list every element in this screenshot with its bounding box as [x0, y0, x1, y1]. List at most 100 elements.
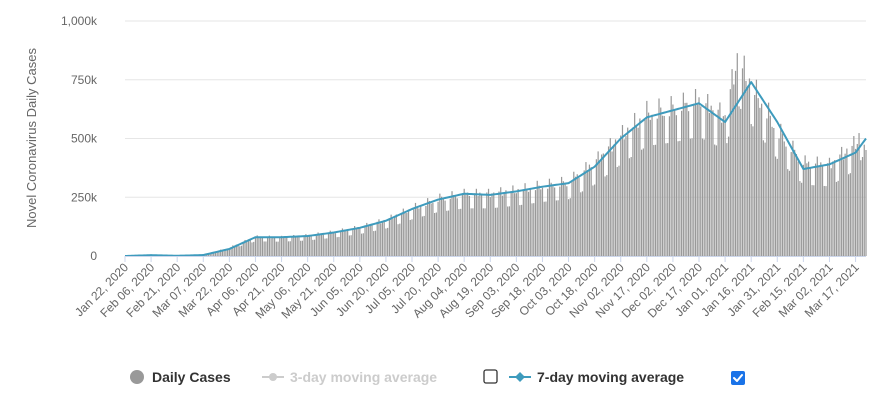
daily-cases-bar[interactable]: [656, 118, 658, 256]
daily-cases-bar[interactable]: [681, 110, 683, 256]
daily-cases-bar[interactable]: [301, 240, 304, 256]
daily-cases-bar[interactable]: [319, 233, 321, 256]
daily-cases-bar[interactable]: [601, 154, 603, 256]
daily-cases-bar[interactable]: [453, 194, 455, 256]
daily-cases-bar[interactable]: [698, 97, 700, 256]
daily-cases-bar[interactable]: [334, 233, 337, 256]
daily-cases-bar[interactable]: [411, 219, 413, 256]
daily-cases-bar[interactable]: [550, 182, 552, 256]
daily-cases-bar[interactable]: [216, 252, 218, 256]
daily-cases-bar[interactable]: [745, 80, 747, 256]
daily-cases-bar[interactable]: [308, 236, 310, 256]
daily-cases-bar[interactable]: [861, 157, 864, 256]
daily-cases-bar[interactable]: [442, 198, 444, 256]
daily-cases-bar[interactable]: [734, 70, 737, 256]
daily-cases-bar[interactable]: [543, 201, 545, 256]
daily-cases-bar[interactable]: [529, 188, 531, 256]
daily-cases-bar[interactable]: [230, 247, 232, 256]
daily-cases-bar[interactable]: [465, 194, 467, 256]
daily-cases-bar[interactable]: [240, 245, 243, 256]
daily-cases-bar[interactable]: [634, 112, 636, 257]
daily-cases-bar[interactable]: [265, 241, 267, 256]
daily-cases-bar[interactable]: [821, 165, 824, 256]
daily-cases-bar[interactable]: [668, 116, 671, 257]
daily-cases-bar[interactable]: [336, 237, 338, 256]
daily-cases-bar[interactable]: [832, 161, 834, 256]
daily-cases-bar[interactable]: [781, 133, 784, 256]
daily-cases-bar[interactable]: [587, 170, 589, 256]
daily-cases-bar[interactable]: [806, 163, 808, 256]
daily-cases-bar[interactable]: [846, 148, 848, 256]
daily-cases-bar[interactable]: [797, 161, 799, 256]
daily-cases-bar[interactable]: [273, 236, 276, 256]
daily-cases-bar[interactable]: [773, 128, 775, 256]
daily-cases-bar[interactable]: [710, 105, 712, 257]
daily-cases-bar[interactable]: [272, 237, 274, 256]
daily-cases-bar[interactable]: [540, 189, 542, 256]
daily-cases-bar[interactable]: [639, 118, 641, 256]
daily-cases-bar[interactable]: [263, 241, 265, 256]
daily-cases-bar[interactable]: [731, 69, 733, 256]
daily-cases-bar[interactable]: [729, 89, 731, 256]
daily-cases-bar[interactable]: [799, 181, 801, 256]
daily-cases-bar[interactable]: [491, 193, 493, 256]
daily-cases-bar[interactable]: [407, 209, 410, 256]
daily-cases-bar[interactable]: [834, 160, 836, 256]
daily-cases-bar[interactable]: [580, 192, 582, 256]
daily-cases-bar[interactable]: [437, 201, 439, 256]
daily-cases-bar[interactable]: [373, 231, 375, 256]
daily-cases-bar[interactable]: [526, 189, 528, 257]
daily-cases-bar[interactable]: [507, 206, 509, 256]
daily-cases-bar[interactable]: [679, 140, 681, 256]
daily-cases-bar[interactable]: [602, 153, 604, 256]
daily-cases-bar[interactable]: [585, 162, 587, 256]
daily-cases-bar[interactable]: [788, 170, 791, 256]
daily-cases-bar[interactable]: [258, 237, 260, 256]
daily-cases-bar[interactable]: [687, 111, 690, 257]
daily-cases-bar[interactable]: [416, 206, 418, 256]
daily-cases-bar[interactable]: [724, 115, 726, 257]
daily-cases-bar[interactable]: [354, 226, 356, 256]
daily-cases-bar[interactable]: [444, 200, 446, 256]
daily-cases-bar[interactable]: [359, 227, 361, 256]
daily-cases-bar[interactable]: [599, 162, 601, 256]
daily-cases-bar[interactable]: [428, 201, 431, 256]
daily-cases-bar[interactable]: [221, 249, 224, 256]
daily-cases-bar[interactable]: [853, 136, 855, 256]
daily-cases-bar[interactable]: [432, 202, 434, 256]
daily-cases-bar[interactable]: [576, 174, 578, 256]
daily-cases-bar[interactable]: [406, 212, 408, 256]
daily-cases-bar[interactable]: [291, 237, 293, 256]
daily-cases-bar[interactable]: [552, 186, 554, 256]
daily-cases-bar[interactable]: [569, 198, 571, 256]
daily-cases-bar[interactable]: [562, 181, 564, 256]
daily-cases-bar[interactable]: [571, 181, 573, 256]
daily-cases-bar[interactable]: [235, 244, 237, 256]
daily-cases-bar[interactable]: [790, 152, 792, 256]
daily-cases-bar[interactable]: [519, 205, 521, 256]
daily-cases-bar[interactable]: [733, 84, 735, 256]
daily-cases-bar[interactable]: [752, 126, 754, 256]
daily-cases-bar[interactable]: [641, 149, 643, 256]
daily-cases-bar[interactable]: [475, 188, 477, 256]
daily-cases-bar[interactable]: [381, 221, 384, 256]
daily-cases-bar[interactable]: [312, 239, 314, 256]
daily-cases-bar[interactable]: [614, 139, 617, 256]
daily-cases-bar[interactable]: [761, 103, 763, 256]
daily-cases-bar[interactable]: [804, 155, 806, 256]
daily-cases-bar[interactable]: [707, 94, 709, 256]
daily-cases-bar[interactable]: [830, 168, 832, 256]
daily-cases-bar[interactable]: [489, 197, 491, 256]
daily-cases-bar[interactable]: [816, 156, 818, 256]
daily-cases-bar[interactable]: [813, 185, 815, 256]
daily-cases-bar[interactable]: [578, 177, 580, 256]
daily-cases-bar[interactable]: [463, 188, 465, 256]
daily-cases-bar[interactable]: [766, 118, 768, 256]
daily-cases-bar[interactable]: [341, 228, 344, 256]
checkbox-7-day-average[interactable]: [731, 371, 745, 385]
daily-cases-bar[interactable]: [721, 122, 723, 257]
daily-cases-bar[interactable]: [239, 246, 241, 256]
daily-cases-bar[interactable]: [719, 102, 721, 256]
daily-cases-bar[interactable]: [674, 109, 676, 256]
daily-cases-bar[interactable]: [225, 249, 227, 256]
